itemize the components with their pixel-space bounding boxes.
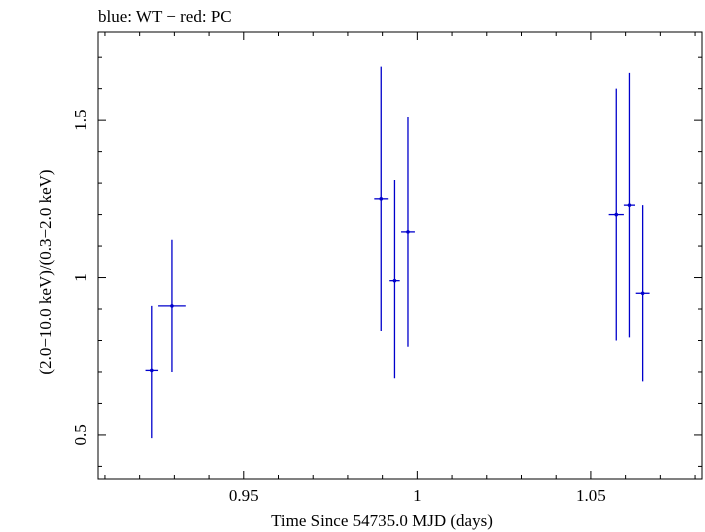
data-point (158, 239, 186, 372)
point-marker (392, 278, 397, 283)
y-tick-label: 0.5 (71, 424, 90, 445)
x-tick-label: 1 (413, 486, 422, 505)
data-point (635, 205, 650, 382)
data-point (401, 116, 415, 347)
point-marker (379, 197, 384, 201)
data-point (623, 72, 636, 338)
axis-ticks (98, 32, 702, 479)
data-point (389, 179, 400, 379)
data-point (608, 88, 624, 341)
x-axis-label: Time Since 54735.0 MJD (days) (271, 511, 493, 530)
chart-title: blue: WT − red: PC (98, 7, 232, 26)
y-tick-label: 1 (71, 273, 90, 282)
point-marker (170, 304, 174, 308)
plot-frame (97, 31, 703, 480)
data-point (145, 305, 159, 439)
data-points (145, 66, 650, 439)
x-tick-label: 1.05 (576, 486, 606, 505)
x-tick-label: 0.95 (229, 486, 259, 505)
y-tick-label: 1.5 (71, 110, 90, 131)
point-marker (640, 291, 645, 296)
y-axis-label: (2.0−10.0 keV)/(0.3−2.0 keV) (36, 169, 55, 374)
point-marker (627, 203, 632, 207)
point-marker (150, 368, 154, 373)
point-marker (406, 230, 410, 234)
point-marker (614, 212, 619, 217)
axis-tick-labels: 0.95 1 1.05 0.5 1 1.5 (71, 110, 606, 505)
data-point (374, 66, 389, 332)
